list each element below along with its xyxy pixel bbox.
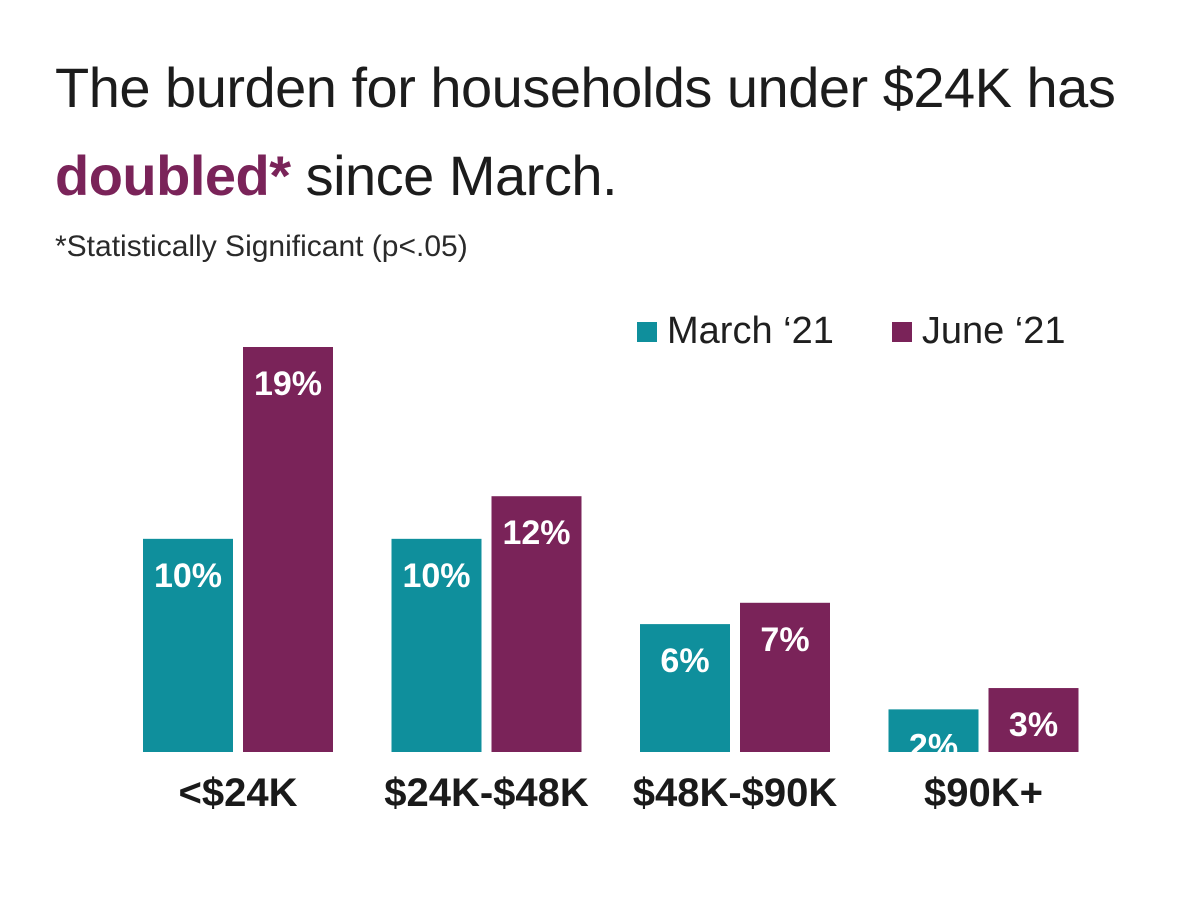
bar-june-0 [243, 347, 333, 752]
bar-june-2 [740, 602, 830, 752]
bar-value-label-june-3: 3% [1009, 706, 1058, 744]
bar-march-0 [143, 538, 233, 752]
chart-legend: March ‘21 June ‘21 [637, 310, 1124, 353]
legend-item-june: June ‘21 [891, 310, 1066, 353]
bar-value-label-june-0: 19% [254, 365, 322, 403]
bar-value-label-march-1: 10% [402, 557, 470, 595]
title-highlight: doubled* [55, 144, 291, 207]
significance-footnote: *Statistically Significant (p<.05) [55, 230, 468, 263]
legend-swatch-march [637, 321, 657, 342]
chart-title: The burden for households under $24K has… [55, 44, 1185, 220]
legend-label-june: June ‘21 [921, 310, 1066, 352]
bar-march-3 [888, 709, 979, 752]
bar-value-label-march-2: 6% [660, 642, 709, 680]
legend-label-march: March ‘21 [667, 310, 834, 352]
bar-march-1 [391, 538, 482, 752]
legend-item-march: March ‘21 [637, 310, 834, 353]
bar-value-label-march-3: 2% [909, 727, 958, 765]
bar-value-label-june-1: 12% [502, 514, 570, 552]
category-label-2: $48K-$90K [633, 771, 838, 815]
bar-value-label-march-0: 10% [154, 557, 222, 595]
title-line-1: The burden for households under $24K has [55, 56, 1116, 119]
category-label-3: $90K+ [924, 771, 1043, 815]
bar-march-2 [640, 624, 730, 752]
legend-swatch-june [891, 321, 912, 342]
title-line-2: since March. [290, 144, 618, 207]
category-label-1: $24K-$48K [384, 771, 589, 815]
bar-june-3 [988, 688, 1079, 752]
bar-june-1 [491, 496, 582, 752]
category-label-0: <$24K [179, 771, 298, 815]
bar-value-label-june-2: 7% [760, 621, 809, 659]
